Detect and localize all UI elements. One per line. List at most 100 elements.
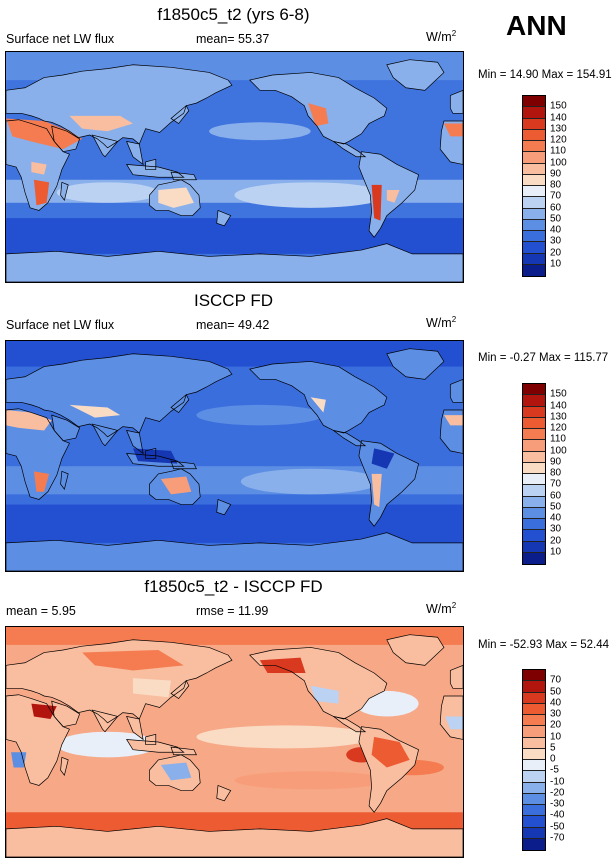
- colorbar-segment: [523, 816, 545, 828]
- colorbar-tick-label: 20: [550, 247, 562, 258]
- colorbar-segment: [523, 429, 545, 441]
- colorbar: [522, 95, 546, 277]
- colorbar-segment: [523, 692, 545, 704]
- colorbar-segment: [523, 507, 545, 519]
- minmax-label: Min = 14.90 Max = 154.91: [478, 69, 612, 81]
- mean-label: mean= 49.42: [196, 318, 270, 332]
- colorbar-segment: [523, 760, 545, 772]
- colorbar-tick-label: 130: [550, 411, 567, 423]
- colorbar-segment: [523, 496, 545, 508]
- colorbar-segment: [523, 118, 545, 130]
- colorbar-segment: [523, 726, 545, 738]
- colorbar-tick-label: 30: [550, 235, 562, 247]
- colorbar-tick-label: 30: [550, 523, 562, 535]
- colorbar-tick-label: 70: [550, 674, 562, 686]
- colorbar-tick-label: 10: [550, 258, 562, 270]
- colorbar-segment: [523, 793, 545, 805]
- colorbar-segment: [523, 485, 545, 497]
- colorbar-tick-label: 5: [550, 742, 556, 754]
- colorbar-tick-label: -20: [550, 787, 565, 799]
- colorbar-tick-label: 10: [550, 731, 562, 742]
- colorbar-segment: [523, 703, 545, 715]
- colorbar-segment: [523, 715, 545, 727]
- colorbar-segment: [523, 208, 545, 220]
- mean-label: mean= 55.37: [196, 32, 270, 46]
- colorbar-segment: [523, 805, 545, 817]
- colorbar-tick-label: 20: [550, 719, 562, 731]
- colorbar-tick-label: 90: [550, 456, 562, 468]
- colorbar-tick-label: 110: [550, 145, 566, 157]
- colorbar-tick-label: -70: [550, 832, 565, 844]
- colorbar-tick-label: -5: [550, 764, 559, 776]
- colorbar-tick-label: -30: [550, 798, 565, 810]
- colorbar-segment: [523, 737, 545, 749]
- colorbar-tick-label: 60: [550, 202, 562, 213]
- variable-label: Surface net LW flux: [6, 32, 115, 46]
- colorbar-segment: [523, 253, 545, 265]
- colorbar-tick-label: 120: [550, 134, 567, 146]
- minmax-label: Min = -0.27 Max = 115.77: [478, 352, 609, 364]
- colorbar-segment: [523, 384, 545, 396]
- colorbar-segment: [523, 264, 545, 276]
- units-label: W/m2: [426, 29, 457, 45]
- colorbar-tick-label: 40: [550, 697, 562, 709]
- minmax-label: Min = -52.93 Max = 52.44: [478, 639, 610, 651]
- colorbar-tick-label: 80: [550, 467, 562, 479]
- colorbar-segment: [523, 406, 545, 418]
- contour-map: [6, 627, 463, 857]
- colorbar-tick-label: -40: [550, 809, 565, 821]
- colorbar-segment: [523, 771, 545, 783]
- colorbar-segment: [523, 748, 545, 760]
- colorbar-segment: [523, 681, 545, 693]
- colorbar-tick-label: -50: [550, 821, 565, 832]
- colorbar-segment: [523, 474, 545, 486]
- colorbar-segment: [523, 782, 545, 794]
- colorbar: [522, 669, 546, 851]
- colorbar-tick-label: 150: [550, 100, 567, 112]
- colorbar-tick-label: 70: [550, 190, 562, 202]
- colorbar-segment: [523, 440, 545, 452]
- colorbar-segment: [523, 395, 545, 407]
- colorbar-tick-label: 0: [550, 753, 556, 765]
- colorbar-tick-label: 140: [550, 400, 567, 411]
- map-difference: [5, 626, 464, 858]
- colorbar-segment: [523, 451, 545, 463]
- mean-label: mean = 5.95: [6, 604, 76, 618]
- colorbar-segment: [523, 186, 545, 198]
- colorbar-tick-label: 100: [550, 445, 567, 456]
- colorbar-segment: [523, 670, 545, 682]
- colorbar-tick-label: 110: [550, 433, 566, 445]
- colorbar-tick-label: 80: [550, 179, 562, 191]
- colorbar-segment: [523, 231, 545, 243]
- colorbar-segment: [523, 242, 545, 254]
- colorbar-tick-label: -10: [550, 776, 565, 787]
- colorbar-tick-label: 70: [550, 478, 562, 490]
- colorbar-tick-label: 60: [550, 490, 562, 501]
- colorbar-tick-label: 50: [550, 213, 562, 225]
- colorbar-segment: [523, 541, 545, 553]
- colorbar-tick-label: 40: [550, 224, 562, 236]
- colorbar-segment: [523, 552, 545, 564]
- colorbar-segment: [523, 519, 545, 531]
- colorbar-segment: [523, 219, 545, 231]
- variable-label: Surface net LW flux: [6, 318, 115, 332]
- colorbar-tick-label: 10: [550, 546, 562, 558]
- colorbar-tick-label: 100: [550, 157, 567, 168]
- units-label: W/m2: [426, 601, 457, 617]
- colorbar-tick-label: 50: [550, 501, 562, 513]
- colorbar-tick-label: 150: [550, 388, 567, 400]
- colorbar-segment: [523, 827, 545, 839]
- colorbar-tick-label: 140: [550, 112, 567, 123]
- colorbar: [522, 383, 546, 565]
- map-model: [5, 51, 464, 283]
- map-observation: [5, 340, 464, 572]
- colorbar-tick-label: 130: [550, 123, 567, 135]
- colorbar-segment: [523, 107, 545, 119]
- colorbar-tick-label: 120: [550, 422, 567, 434]
- colorbar-segment: [523, 838, 545, 850]
- colorbar-tick-label: 20: [550, 535, 562, 546]
- colorbar-segment: [523, 129, 545, 141]
- colorbar-segment: [523, 96, 545, 108]
- colorbar-segment: [523, 462, 545, 474]
- colorbar-tick-label: 50: [550, 686, 562, 697]
